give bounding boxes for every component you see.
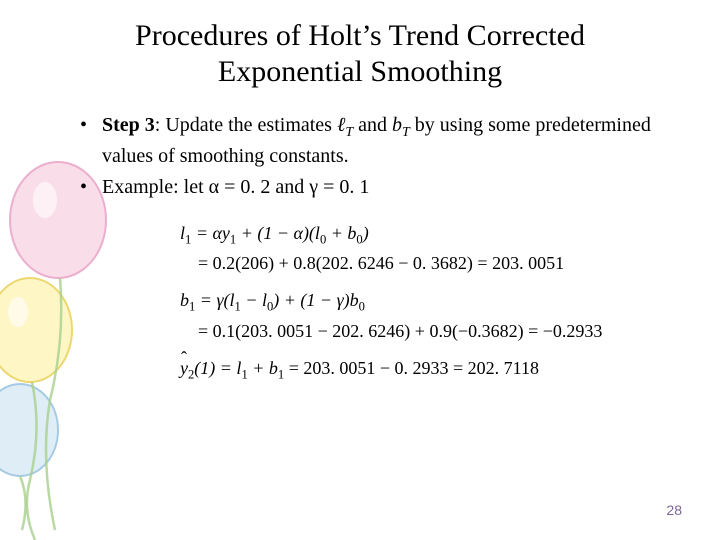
bullet-step3: Step 3: Update the estimates ℓT and bT b… — [80, 112, 670, 170]
page-number: 28 — [666, 502, 682, 518]
bullet-example: Example: let α = 0. 2 and γ = 0. 1 — [80, 174, 670, 201]
equation-b1: b1 = γ(l1 − l0) + (1 − γ)b0 = 0.1(203. 0… — [180, 290, 670, 342]
slide-title: Procedures of Holt’s Trend Corrected Exp… — [50, 18, 670, 90]
slide-content: Procedures of Holt’s Trend Corrected Exp… — [0, 0, 720, 383]
bullet-list: Step 3: Update the estimates ℓT and bT b… — [50, 112, 670, 201]
equation-l1-numeric: = 0.2(206) + 0.8(202. 6246 − 0. 3682) = … — [180, 253, 670, 274]
equation-yhat: y2(1) = l1 + b1 = 203. 0051 − 0. 2933 = … — [180, 358, 670, 383]
equation-b1-numeric: = 0.1(203. 0051 − 202. 6246) + 0.9(−0.36… — [180, 321, 670, 342]
step-label: Step 3 — [102, 114, 155, 136]
equations-block: l1 = αy1 + (1 − α)(l0 + b0) = 0.2(206) +… — [50, 205, 670, 383]
equation-l1: l1 = αy1 + (1 − α)(l0 + b0) = 0.2(206) +… — [180, 223, 670, 275]
title-line-2: Exponential Smoothing — [218, 55, 502, 88]
title-line-1: Procedures of Holt’s Trend Corrected — [135, 19, 585, 52]
